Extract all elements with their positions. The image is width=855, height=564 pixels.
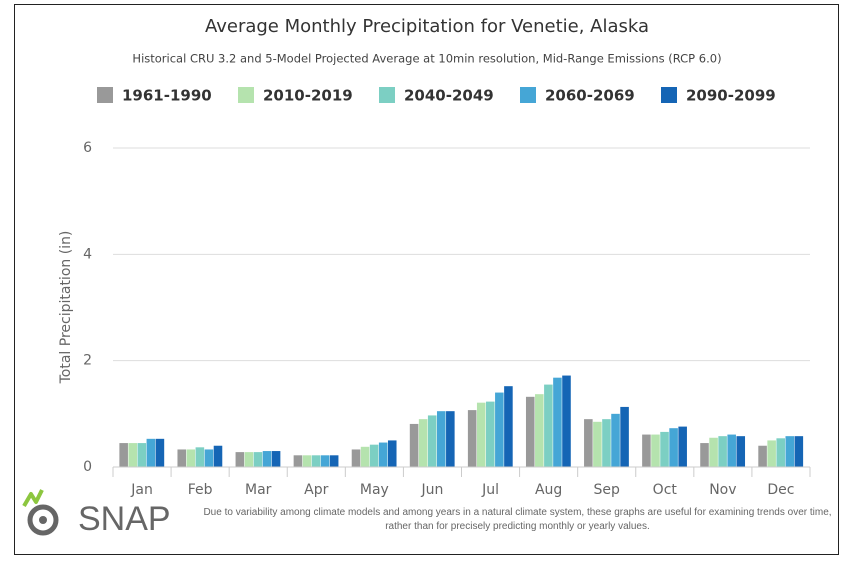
y-tick-label: 6: [83, 140, 92, 156]
bar: [602, 419, 611, 467]
legend-swatch: [520, 87, 536, 103]
y-tick-label: 2: [83, 353, 92, 369]
bar: [177, 449, 187, 467]
legend-label: 1961-1990: [122, 87, 212, 105]
x-tick-label: Aug: [535, 482, 562, 498]
bar: [186, 449, 196, 467]
bar: [562, 375, 571, 467]
x-tick-label: May: [360, 482, 389, 498]
x-tick-label: Apr: [304, 482, 328, 498]
y-tick-label: 4: [83, 246, 92, 262]
bar: [369, 444, 379, 467]
bar: [584, 419, 593, 467]
x-tick-label: Dec: [767, 482, 794, 498]
x-tick-label: Sep: [594, 482, 621, 498]
legend-label: 2090-2099: [686, 87, 776, 105]
legend-swatch: [238, 87, 254, 103]
bar: [476, 402, 486, 467]
bar: [727, 434, 736, 467]
x-tick-label: Nov: [709, 482, 736, 498]
bar: [446, 411, 455, 467]
bar: [669, 428, 678, 467]
bar: [611, 413, 620, 467]
legend-label: 2060-2069: [545, 87, 635, 105]
legend-label: 2010-2019: [263, 87, 353, 105]
bar: [146, 438, 156, 467]
bar: [320, 455, 330, 467]
y-tick-label: 0: [83, 459, 92, 475]
bar: [736, 436, 746, 467]
bar: [418, 419, 428, 467]
bar: [794, 436, 804, 467]
bar: [553, 377, 562, 467]
bar: [427, 415, 437, 467]
x-tick-label: Jun: [421, 482, 444, 498]
bar: [213, 445, 223, 467]
legend-swatch: [379, 87, 395, 103]
bar: [767, 440, 776, 467]
legend-label: 2040-2049: [404, 87, 494, 105]
footnote: Due to variability among climate models …: [203, 507, 832, 532]
bar: [271, 451, 281, 467]
bar: [718, 436, 727, 467]
bar: [709, 437, 718, 467]
bar: [495, 392, 504, 467]
bar: [387, 440, 397, 467]
bar: [544, 384, 553, 467]
bar: [651, 434, 660, 467]
bar: [329, 455, 339, 467]
logo-text: SNAP: [78, 500, 171, 538]
bar: [204, 449, 214, 467]
bar: [467, 410, 477, 467]
bar: [262, 451, 272, 467]
bar: [137, 443, 147, 467]
chart-title: Average Monthly Precipitation for Veneti…: [205, 16, 649, 37]
bar: [436, 411, 446, 467]
bar: [678, 426, 687, 467]
x-tick-label: Feb: [188, 482, 213, 498]
x-tick-label: Jan: [130, 482, 153, 498]
x-tick-label: Jul: [481, 482, 499, 498]
bar: [155, 438, 165, 467]
bar: [293, 455, 303, 467]
bar: [195, 447, 205, 467]
logo-icon: [22, 489, 59, 536]
x-tick-label: Oct: [653, 482, 678, 498]
legend-swatch: [661, 87, 677, 103]
x-tick-label: Mar: [245, 482, 272, 498]
bar: [244, 452, 254, 467]
bar: [360, 446, 370, 467]
bar: [486, 401, 495, 467]
bar: [660, 431, 669, 467]
bar: [235, 452, 245, 467]
legend-swatch: [97, 87, 113, 103]
bar: [351, 449, 361, 467]
bar: [535, 394, 544, 467]
bar: [620, 406, 629, 467]
bar: [785, 436, 795, 467]
bar: [642, 434, 651, 467]
bar: [700, 443, 709, 467]
bar: [409, 423, 419, 467]
bar: [311, 455, 321, 467]
bar: [119, 443, 128, 467]
bar: [593, 421, 602, 467]
frame: [14, 4, 839, 555]
bar: [253, 452, 263, 467]
bar: [504, 386, 513, 467]
chart-subtitle: Historical CRU 3.2 and 5-Model Projected…: [132, 52, 721, 66]
bar: [776, 438, 785, 467]
bar: [302, 455, 312, 467]
bar: [758, 445, 767, 467]
y-axis-label: Total Precipitation (in): [58, 231, 74, 385]
bar: [525, 396, 535, 467]
bar: [128, 443, 138, 467]
bar: [378, 442, 388, 467]
